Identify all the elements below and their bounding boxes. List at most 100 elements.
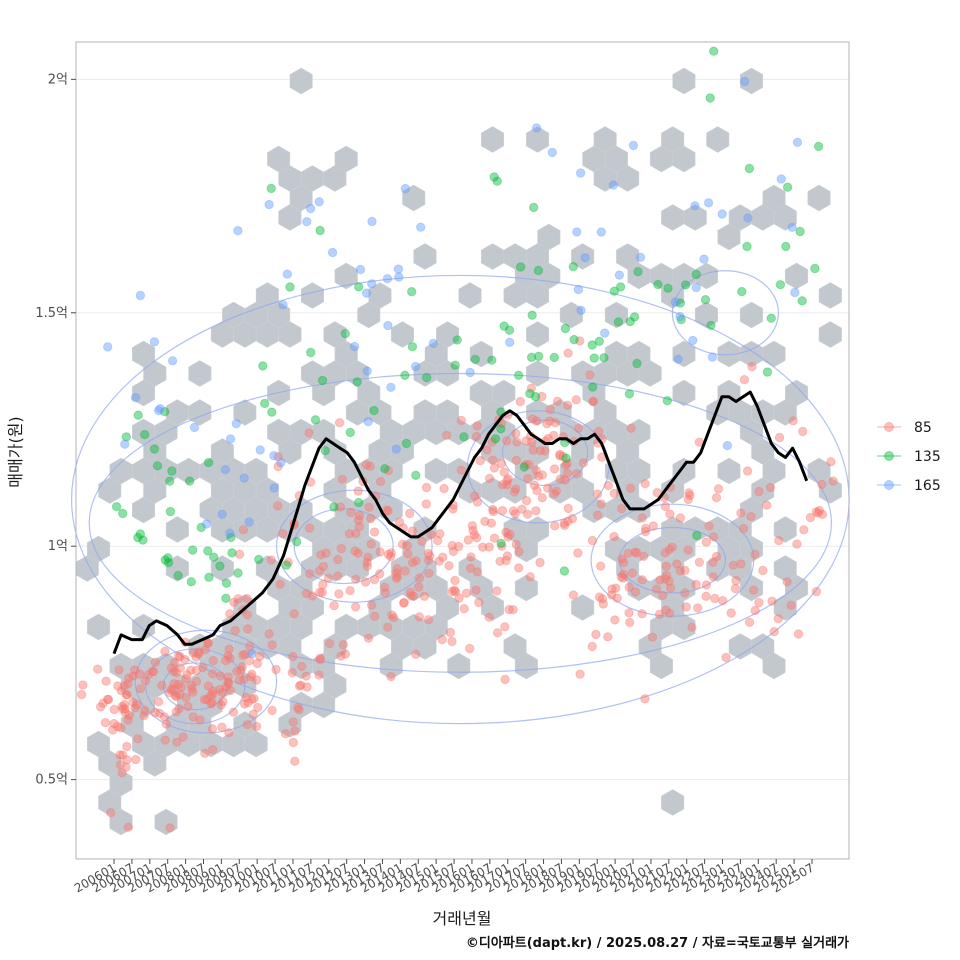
point-series-165 [383,320,393,331]
point-series-85 [114,665,124,675]
point-series-85 [288,651,298,662]
point-series-85 [563,516,573,526]
point-series-85 [607,584,617,594]
point-series-85 [500,674,510,685]
point-series-85 [551,486,562,496]
hex-bin [762,652,786,680]
point-series-85 [567,514,578,524]
hex-bin [739,496,764,524]
point-series-85 [559,518,569,528]
point-series-85 [484,542,494,552]
point-series-85 [466,552,476,562]
point-series-85 [408,591,419,601]
point-series-85 [174,704,184,714]
point-series-85 [283,557,293,567]
point-series-85 [505,529,515,540]
point-series-165 [410,361,421,372]
point-series-165 [703,198,714,208]
point-series-85 [132,700,143,710]
point-series-165 [743,213,753,223]
point-series-85 [528,445,538,455]
hex-bin [559,301,583,329]
point-series-85 [98,698,108,708]
point-series-85 [665,509,675,519]
point-series-85 [487,437,497,447]
hex-bin [255,477,279,504]
point-series-85 [148,667,159,677]
point-series-85 [122,741,132,752]
hex-bin [672,379,696,407]
point-series-135 [499,321,509,331]
point-series-85 [267,640,277,650]
point-series-85 [486,518,497,528]
point-series-85 [363,552,373,562]
hex-bin [571,477,595,504]
point-series-85 [198,662,208,673]
point-series-85 [119,681,130,691]
point-series-165 [103,342,113,352]
point-series-85 [128,697,138,707]
point-series-85 [598,599,608,609]
point-series-135 [624,389,635,399]
point-series-85 [549,430,559,441]
point-series-85 [450,587,461,597]
point-series-85 [562,459,572,469]
y-tick-label: 1.5억 [35,306,68,321]
point-series-85 [747,361,757,372]
point-series-165 [305,203,316,214]
point-series-85 [433,536,443,546]
hex-bin [649,262,673,290]
hex-bin [773,399,797,426]
point-series-165 [363,416,373,427]
point-series-85 [478,542,488,552]
point-series-85 [350,546,360,556]
point-series-165 [505,337,515,347]
point-series-135 [709,46,719,56]
point-series-85 [543,483,553,493]
point-series-85 [465,563,476,573]
point-series-85 [117,701,127,712]
hex-bin [514,652,538,680]
hex-bin [222,457,246,485]
point-series-85 [200,748,210,758]
point-series-165 [189,422,200,433]
hex-bin [244,730,268,758]
point-series-135 [470,354,480,365]
point-series-85 [652,488,662,498]
point-series-85 [631,548,642,558]
hex-bin [165,516,189,543]
point-series-85 [249,693,259,704]
point-series-165 [717,209,727,219]
point-series-85 [497,505,508,516]
hex-bin [503,516,527,543]
hex-bin [289,574,313,602]
point-series-85 [594,592,605,602]
point-series-85 [480,516,490,527]
point-series-85 [225,609,235,619]
point-series-85 [603,632,613,642]
point-series-85 [655,575,665,585]
density-contour [293,508,394,585]
point-series-85 [611,583,621,593]
hex-bin [818,321,842,348]
point-series-85 [116,723,126,733]
point-series-85 [592,489,603,499]
y-tick-label: 2억 [48,72,68,87]
point-series-135 [609,286,619,296]
point-series-85 [78,680,88,690]
point-series-85 [626,423,636,433]
y-axis: 0.5억 1억 1.5억 2억 [35,72,76,788]
point-series-135 [281,560,292,570]
point-series-85 [221,682,231,692]
legend: 85 135 165 [877,420,941,494]
point-series-85 [168,684,179,694]
point-series-85 [765,482,776,493]
point-series-85 [119,699,130,710]
point-series-135 [165,476,175,486]
point-series-85 [660,548,670,558]
point-series-135 [529,202,539,213]
point-series-85 [758,565,768,576]
hex-bin [289,67,313,95]
point-series-85 [160,735,170,745]
hex-bin [672,67,696,95]
